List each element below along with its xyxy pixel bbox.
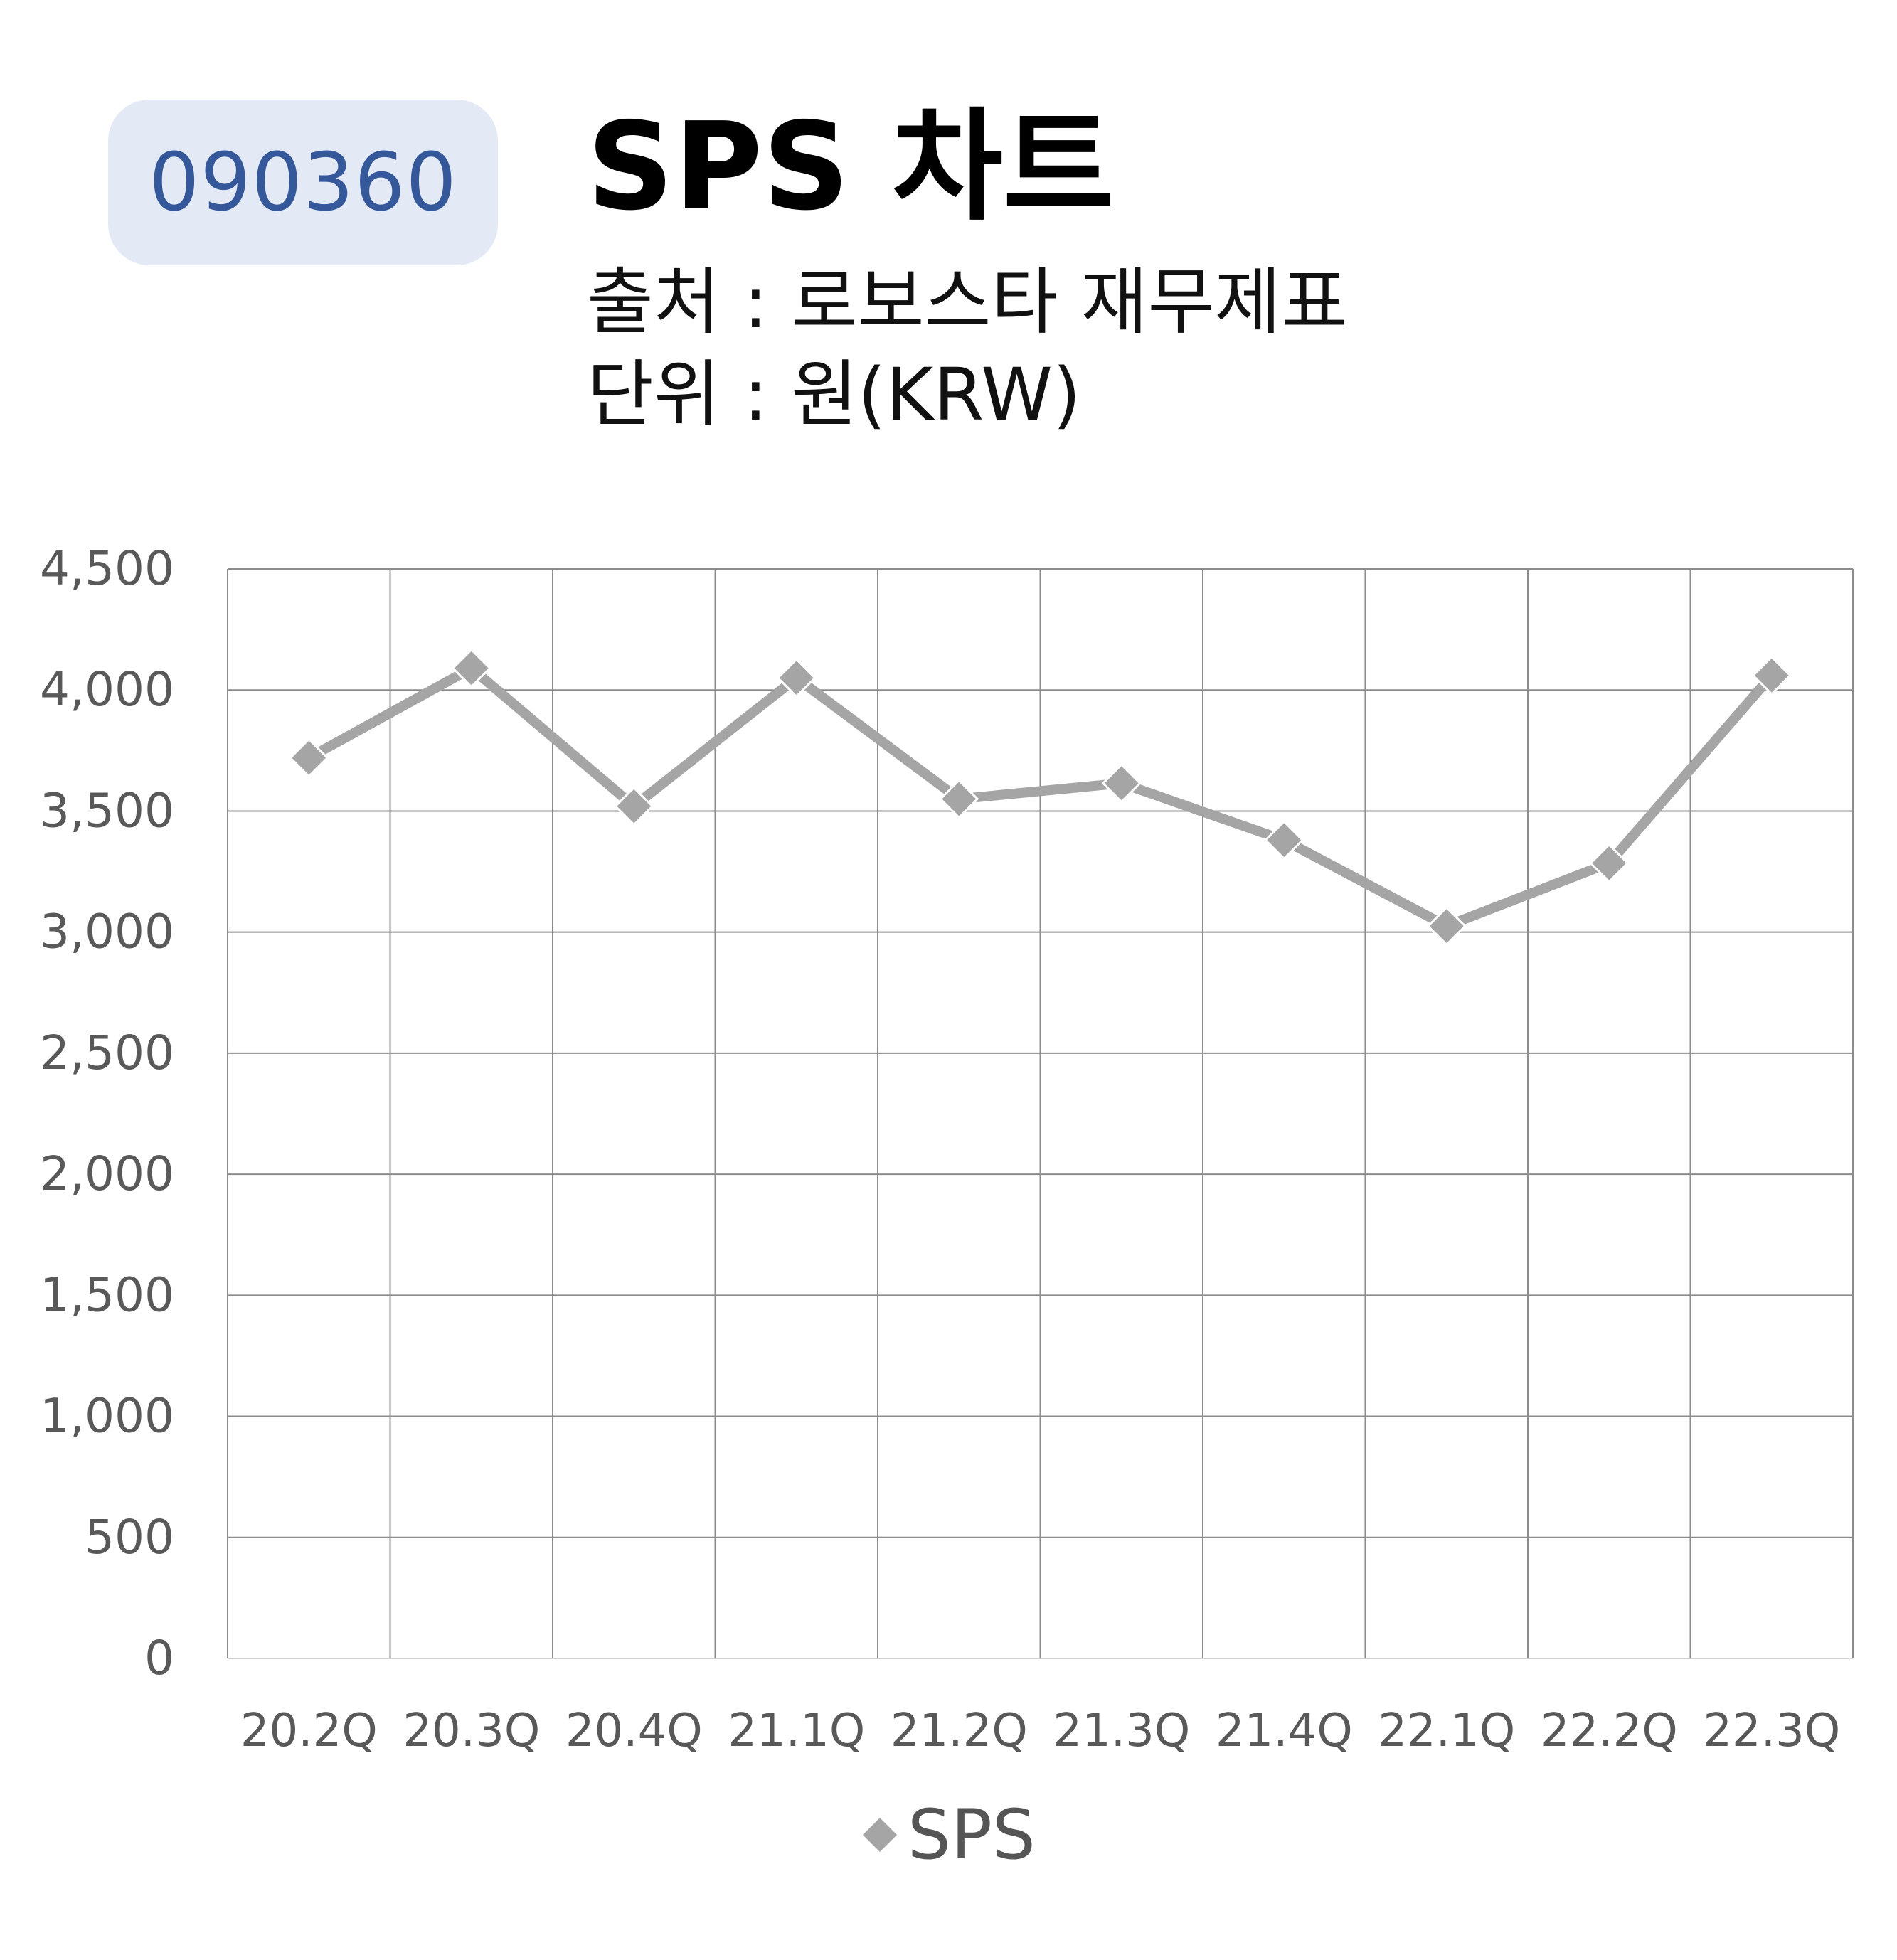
chart-title: SPS 차트 [587,97,1115,238]
y-tick-label: 1,500 [40,1267,174,1322]
data-point-marker [776,658,817,698]
series-line [304,663,1777,932]
y-tick-label: 2,500 [40,1026,174,1080]
legend-marker-icon [862,1817,898,1853]
y-tick-label: 1,000 [40,1389,174,1444]
y-tick-label: 4,000 [40,662,174,717]
y-tick-label: 500 [85,1510,174,1565]
x-tick-label: 21.3Q [1053,1705,1190,1757]
source-label: 출처 : 로보스타 재무제표 [587,260,1349,345]
x-tick-label: 22.2Q [1541,1705,1678,1757]
grid [227,568,1854,1659]
legend-label: SPS [908,1795,1036,1875]
legend: SPS [861,1795,1036,1875]
x-tick-label: 21.1Q [728,1705,865,1757]
y-tick-label: 0 [144,1631,174,1685]
x-tick-label: 20.4Q [565,1705,703,1757]
data-point-marker [289,737,329,778]
y-tick-label: 4,500 [40,541,174,596]
data-point-marker [1264,820,1304,861]
data-point-marker [1101,763,1142,804]
y-tick-label: 2,000 [40,1146,174,1201]
x-axis-ticks: 20.2Q 20.3Q 20.4Q 21.1Q 21.2Q 21.3Q 21.4Q 22.1Q… [240,1705,1840,1757]
data-point-marker [614,786,654,826]
x-tick-label: 22.1Q [1378,1705,1515,1757]
unit-label: 단위 : 원(KRW) [587,353,1081,437]
data-point-marker [1751,655,1792,696]
data-point-marker [1589,843,1630,883]
y-axis-ticks: 0 500 1,000 1,500 2,000 2,500 3,000 3,500 4,000 4… [40,541,174,1685]
ticker-code: 090360 [149,136,457,229]
y-tick-label: 3,000 [40,905,174,959]
data-point-marker [451,648,491,688]
data-point-marker [1426,906,1467,947]
x-tick-label: 20.3Q [403,1705,540,1757]
ticker-badge: 090360 [108,100,498,265]
x-tick-label: 20.2Q [240,1705,378,1757]
x-tick-label: 21.2Q [891,1705,1028,1757]
x-tick-label: 21.4Q [1216,1705,1353,1757]
y-tick-label: 3,500 [40,783,174,838]
x-tick-label: 22.3Q [1703,1705,1840,1757]
series-sps [289,648,1792,947]
data-point-marker [939,779,979,819]
